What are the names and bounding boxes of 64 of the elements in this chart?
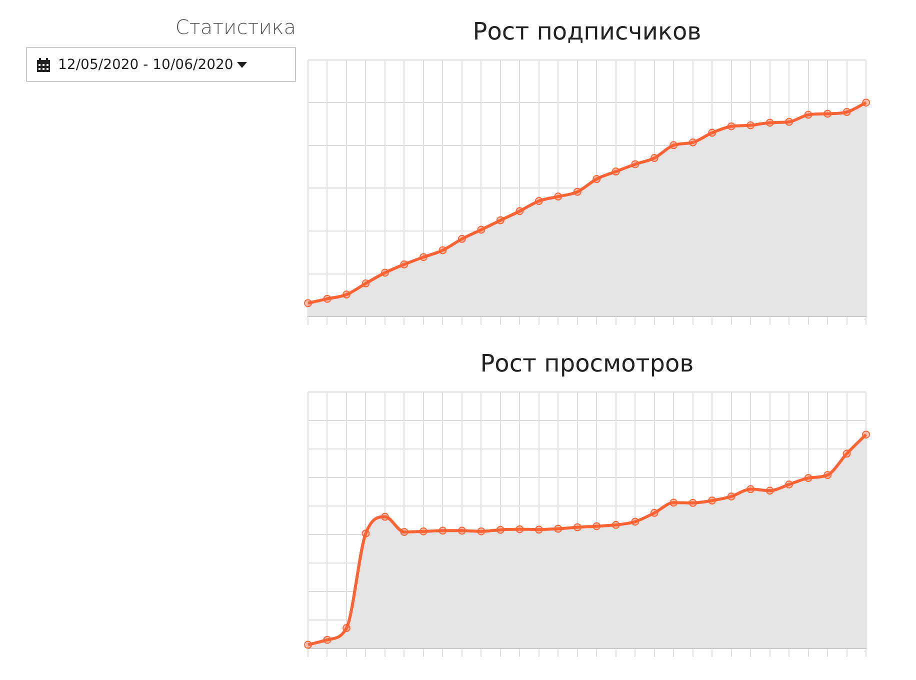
- point: [766, 486, 774, 495]
- point: [688, 498, 697, 507]
- point: [458, 234, 466, 243]
- point: [554, 192, 562, 201]
- point: [304, 299, 312, 308]
- point: [862, 98, 870, 107]
- point: [592, 522, 601, 530]
- point: [842, 108, 851, 116]
- point: [362, 529, 370, 538]
- point: [458, 526, 466, 535]
- point: [804, 110, 812, 119]
- point: [496, 216, 504, 224]
- point: [342, 290, 350, 299]
- point: [631, 518, 640, 526]
- point: [438, 526, 447, 535]
- point: [477, 226, 486, 234]
- point: [688, 138, 697, 146]
- point: [419, 527, 428, 536]
- point: [400, 528, 408, 536]
- point: [534, 197, 543, 206]
- chart-title: Рост просмотров: [480, 350, 694, 378]
- point: [362, 279, 370, 288]
- point: [554, 524, 562, 533]
- point: [785, 480, 794, 488]
- point: [631, 160, 640, 168]
- point: [534, 526, 543, 534]
- point: [766, 118, 774, 127]
- point: [438, 246, 447, 254]
- point: [516, 207, 524, 216]
- point: [477, 527, 486, 536]
- point: [304, 640, 312, 649]
- point: [727, 492, 736, 500]
- text: Статистика: [174, 15, 296, 39]
- point: [342, 624, 350, 632]
- point: [824, 110, 832, 118]
- point: [380, 268, 389, 277]
- point: [592, 175, 601, 183]
- text: 12/05/2020 - 10/06/2020: [58, 56, 234, 72]
- point: [708, 128, 716, 137]
- point: [785, 118, 794, 126]
- chart-title: Рост подписчиков: [472, 18, 702, 46]
- point: [727, 122, 736, 130]
- point: [612, 168, 620, 176]
- point: [650, 508, 658, 517]
- point: [323, 294, 332, 303]
- point: [670, 141, 678, 150]
- point: [496, 526, 504, 534]
- point: [746, 121, 755, 130]
- point: [670, 498, 678, 507]
- point: [516, 525, 524, 534]
- point: [842, 450, 851, 458]
- point: [746, 485, 755, 494]
- point: [708, 496, 716, 505]
- point: [862, 430, 870, 439]
- point: [573, 523, 582, 532]
- point: [419, 253, 428, 262]
- point: [400, 260, 408, 268]
- point: [323, 636, 332, 644]
- point: [650, 154, 658, 162]
- point: [804, 474, 812, 482]
- point: [380, 512, 389, 521]
- point: [573, 188, 582, 196]
- point: [824, 471, 832, 480]
- point: [612, 520, 620, 529]
